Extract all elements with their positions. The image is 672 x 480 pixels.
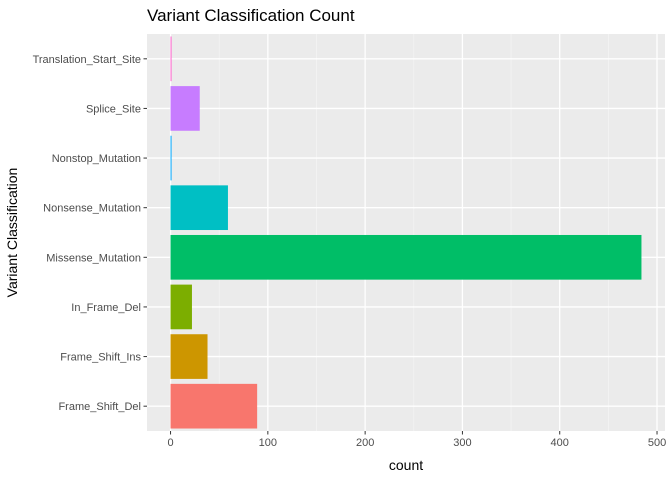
x-tick-label: 300 [453, 437, 471, 449]
x-tick-label: 400 [551, 437, 569, 449]
plot-panel [147, 34, 665, 431]
bar-in-frame-del [170, 284, 192, 330]
x-tick-label: 500 [648, 437, 666, 449]
y-tick-label: Nonstop_Mutation [52, 153, 141, 165]
bar-nonstop-mutation [170, 135, 172, 181]
bar-splice-site [170, 86, 200, 131]
bar-frame-shift-del [170, 383, 258, 429]
bar-nonsense-mutation [170, 185, 228, 231]
y-tick-label: Nonsense_Mutation [43, 203, 141, 215]
y-tick-label: Frame_Shift_Ins [60, 352, 141, 364]
chart-title: Variant Classification Count [147, 6, 355, 25]
x-tick-label: 200 [356, 437, 374, 449]
bar-missense-mutation [170, 234, 642, 280]
x-tick-label: 0 [167, 437, 173, 449]
y-tick-label: Missense_Mutation [46, 252, 141, 264]
x-axis-title: count [389, 457, 423, 473]
x-axis: 0 100 200 300 400 500 [167, 431, 666, 449]
y-tick-label: Translation_Start_Site [33, 54, 141, 66]
x-tick-label: 100 [259, 437, 277, 449]
bar-frame-shift-ins [170, 334, 208, 379]
y-tick-label: Frame_Shift_Del [58, 401, 141, 413]
y-axis-title: Variant Classification [4, 168, 20, 298]
bar-translation-start-site [170, 36, 172, 82]
y-axis: Frame_Shift_Del Frame_Shift_Ins In_Frame_D… [33, 54, 147, 413]
y-tick-label: In_Frame_Del [71, 302, 141, 314]
bars [170, 36, 642, 429]
y-tick-label: Splice_Site [86, 103, 141, 115]
